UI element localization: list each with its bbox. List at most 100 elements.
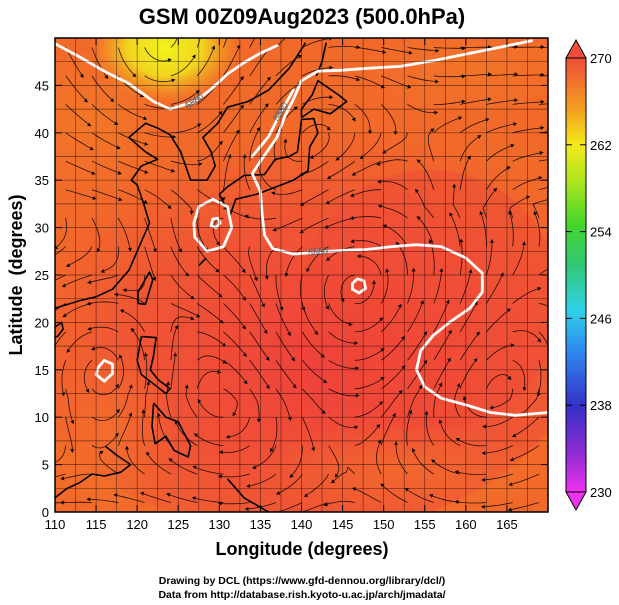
y-axis-label: Latitude (degrees) <box>6 194 26 355</box>
streamline-arrow <box>47 358 51 362</box>
streamline-arrow <box>70 420 75 424</box>
contour-line <box>94 358 114 383</box>
streamline <box>407 384 423 418</box>
streamline <box>91 75 115 103</box>
streamline <box>170 246 190 277</box>
streamline-arrow <box>325 200 330 205</box>
streamline-arrow <box>458 116 462 121</box>
streamline <box>223 129 240 162</box>
streamline-arrow <box>143 352 148 357</box>
coastline <box>198 257 207 267</box>
streamline <box>532 199 548 219</box>
streamline-arrow <box>540 125 544 130</box>
streamline-arrow <box>144 170 149 174</box>
streamline <box>512 330 542 343</box>
streamline-arrow <box>539 150 544 155</box>
streamline <box>61 360 67 397</box>
colorbar-tick-label: 230 <box>590 485 612 500</box>
streamline-arrow <box>34 501 37 505</box>
streamline <box>62 303 93 318</box>
streamline <box>170 303 201 318</box>
streamline <box>354 347 385 361</box>
streamline-arrow <box>334 473 339 478</box>
y-tick-label: 40 <box>35 126 49 141</box>
streamline-arrow <box>173 352 178 357</box>
streamline <box>185 384 198 418</box>
contour-line <box>192 197 234 253</box>
streamline-arrow <box>99 450 104 455</box>
streamline <box>243 154 251 190</box>
streamline <box>91 132 121 150</box>
streamline-arrow <box>329 95 333 100</box>
streamline <box>196 218 209 252</box>
streamline-arrow <box>219 450 223 455</box>
streamline <box>117 384 133 418</box>
streamline-arrow <box>61 392 66 396</box>
streamline <box>377 205 408 219</box>
streamline-arrow <box>434 110 438 115</box>
streamline-arrow <box>283 139 288 143</box>
streamline <box>65 132 94 151</box>
streamline <box>303 473 329 497</box>
streamline <box>352 487 382 503</box>
streamline <box>275 303 292 336</box>
streamline <box>170 325 179 361</box>
streamline <box>252 445 277 469</box>
streamline-arrow <box>507 375 512 380</box>
streamline <box>170 352 177 389</box>
streamline <box>197 331 227 347</box>
streamline-arrow <box>452 184 457 188</box>
streamline <box>459 118 490 134</box>
streamline <box>144 217 157 253</box>
streamline-arrow <box>139 93 144 98</box>
streamline <box>459 155 472 190</box>
streamline <box>486 99 518 105</box>
streamline <box>375 439 382 475</box>
streamline-arrow <box>184 384 189 389</box>
streamline <box>486 144 515 162</box>
streamline <box>170 218 183 253</box>
streamline-arrow <box>435 79 439 84</box>
lat-lon-grid <box>55 38 548 512</box>
streamline <box>380 413 397 446</box>
streamline <box>406 409 412 446</box>
streamline-arrow <box>245 506 249 511</box>
streamline-arrow <box>481 504 485 509</box>
streamline-arrow <box>83 98 88 103</box>
streamline-arrow <box>167 58 172 63</box>
streamline <box>537 360 542 397</box>
streamline <box>533 211 541 247</box>
streamline <box>407 267 415 304</box>
streamline <box>416 159 435 190</box>
streamline <box>354 47 387 53</box>
y-tick-label: 45 <box>35 78 49 93</box>
streamline-arrow <box>429 493 434 498</box>
streamline-arrow <box>508 210 513 215</box>
x-axis-ticks: 110 115 120 125 130 135 140 145 150 155 160 165 <box>45 38 518 532</box>
streamline <box>113 494 145 503</box>
streamline <box>61 274 93 288</box>
streamline <box>335 132 356 161</box>
streamline-arrow <box>170 168 175 173</box>
streamline-arrow <box>264 275 269 280</box>
streamline <box>249 274 265 308</box>
x-tick-label: 160 <box>455 517 477 532</box>
streamline-arrow <box>567 45 570 49</box>
streamline <box>354 424 381 446</box>
streamline-arrow <box>146 451 150 456</box>
streamline-arrow <box>377 179 381 184</box>
streamline-arrow <box>270 447 274 452</box>
streamline <box>144 381 150 418</box>
y-tick-label: 0 <box>42 505 49 520</box>
streamline <box>55 218 68 249</box>
streamline <box>223 75 244 105</box>
cool-region-northwest <box>55 50 170 190</box>
streamline-arrow <box>70 449 75 453</box>
streamline-arrow <box>454 499 459 504</box>
streamline <box>512 359 526 391</box>
streamline <box>350 189 382 197</box>
streamline <box>140 492 172 503</box>
streamline <box>512 127 545 134</box>
